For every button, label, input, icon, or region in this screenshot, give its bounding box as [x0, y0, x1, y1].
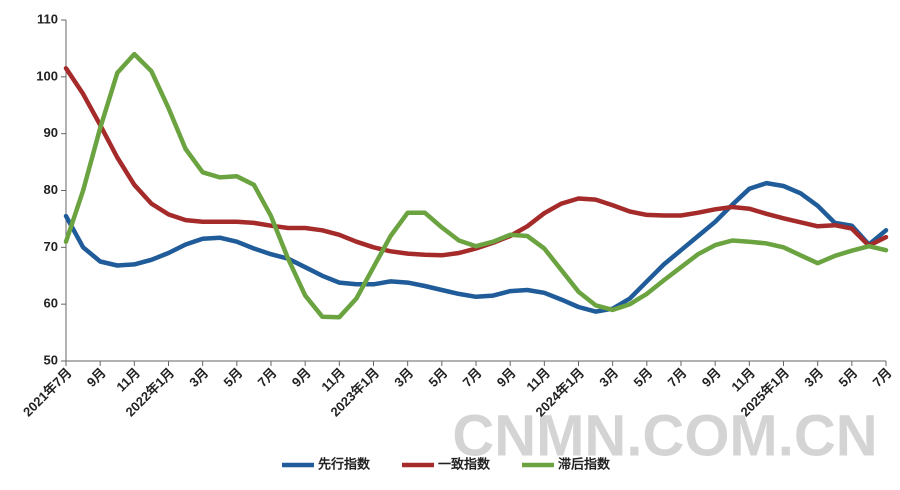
line-series [63, 51, 889, 320]
legend-label: 先行指数 [318, 456, 371, 471]
x-tick-label: 7月 [255, 365, 280, 390]
x-tick-label: 5月 [630, 365, 655, 390]
x-tick-label: 3月 [801, 365, 826, 390]
y-tick-label: 80 [44, 182, 58, 197]
x-tick-label: 5月 [425, 365, 450, 390]
x-tick-label: 3月 [186, 365, 211, 390]
x-tick-label: 7月 [870, 365, 895, 390]
watermark: CNMN.COM.CN [452, 403, 877, 468]
x-tick-label: 11月 [318, 365, 348, 395]
line-series [63, 66, 889, 258]
x-tick-label: 9月 [84, 365, 109, 390]
y-tick-label: 70 [44, 239, 58, 254]
x-tick-label: 3月 [596, 365, 621, 390]
x-tick-label: 5月 [220, 365, 245, 390]
legend-label: 一致指数 [438, 456, 491, 471]
y-tick-label: 90 [44, 125, 58, 140]
x-tick-label: 7月 [665, 365, 690, 390]
line-series [63, 180, 889, 314]
x-tick-label: 2021年7月 [20, 365, 75, 420]
x-tick-label: 11月 [523, 365, 553, 395]
x-tick-label: 9月 [699, 365, 724, 390]
x-tick-label: 9月 [494, 365, 519, 390]
x-tick-label: 11月 [728, 365, 758, 395]
x-tick-label: 9月 [289, 365, 314, 390]
x-tick-label: 11月 [113, 365, 143, 395]
y-tick-label: 50 [44, 352, 58, 367]
legend-label: 滞后指数 [558, 456, 611, 471]
y-tick-label: 100 [36, 68, 58, 83]
y-tick-label: 60 [44, 296, 58, 311]
y-tick-label: 110 [37, 11, 58, 26]
x-tick-label: 7月 [460, 365, 485, 390]
x-tick-label: 5月 [835, 365, 860, 390]
x-tick-label: 3月 [391, 365, 416, 390]
